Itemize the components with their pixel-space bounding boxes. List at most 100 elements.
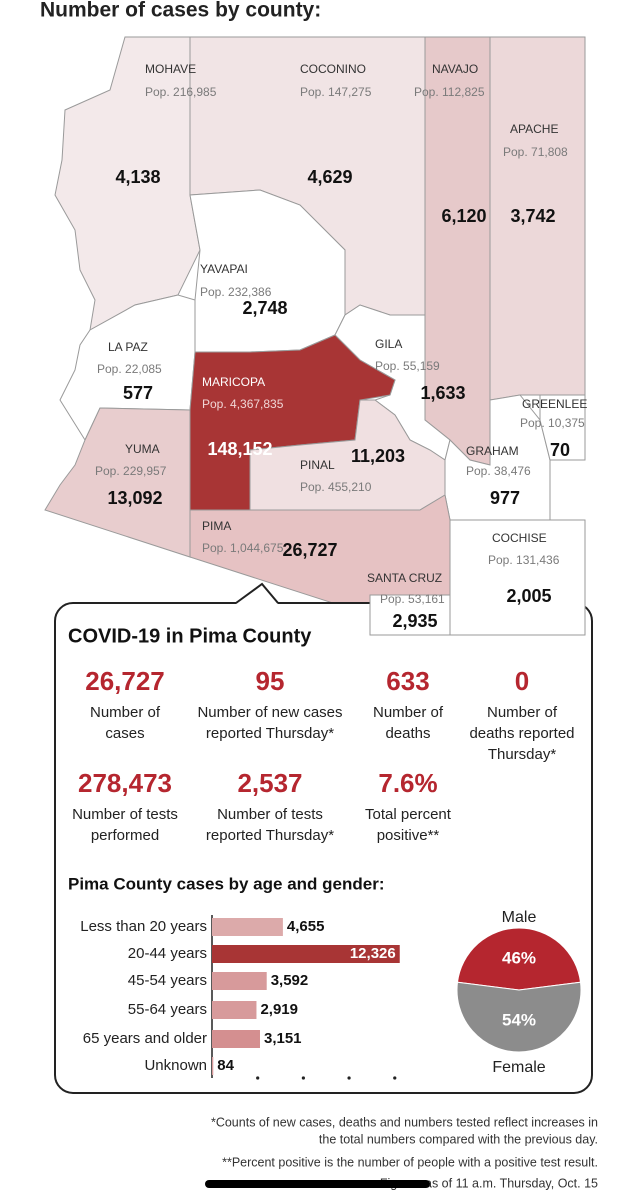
county-cases: 4,138 <box>115 167 160 187</box>
county-population: Pop. 112,825 <box>414 85 485 99</box>
callout-edge <box>235 582 279 604</box>
footnote: the total numbers compared with the prev… <box>319 1132 598 1146</box>
value-label: 3,151 <box>264 1030 302 1047</box>
stat-value: 278,473 <box>78 768 172 798</box>
value-label: 3,592 <box>271 972 309 989</box>
county-cases: 26,727 <box>282 540 337 560</box>
x-tick-dot <box>393 1076 397 1080</box>
stat-label: Thursday* <box>488 746 557 763</box>
bar <box>212 918 283 936</box>
county-name: MOHAVE <box>145 62 196 76</box>
category-label: 65 years and older <box>83 1030 207 1047</box>
stat-label: Number of <box>487 704 558 721</box>
county-population: Pop. 229,957 <box>95 464 167 478</box>
county-name: COCONINO <box>300 62 366 76</box>
stats-title: COVID-19 in Pima County <box>68 625 312 647</box>
map-south <box>369 519 586 636</box>
legend-label: Female <box>492 1059 545 1076</box>
county-name: LA PAZ <box>108 340 148 354</box>
value-label: 2,919 <box>260 1001 298 1018</box>
county-name: GRAHAM <box>466 444 519 458</box>
county-cases: 577 <box>123 383 153 403</box>
county-population: Pop. 4,367,835 <box>202 397 284 411</box>
footnote: **Percent positive is the number of peop… <box>222 1155 598 1169</box>
value-label: 12,326 <box>350 945 396 962</box>
home-indicator <box>205 1180 430 1188</box>
x-tick-dot <box>347 1076 351 1080</box>
county-name: NAVAJO <box>432 62 478 76</box>
county-population: Pop. 38,476 <box>466 464 531 478</box>
county-cases: 2,935 <box>392 611 437 631</box>
county-cases: 6,120 <box>441 206 486 226</box>
county-cases: 4,629 <box>307 167 352 187</box>
bar <box>212 1030 260 1048</box>
legend-label: Male <box>502 909 537 926</box>
stat-label: Number of tests <box>72 806 178 823</box>
footnote: Figures as of 11 a.m. Thursday, Oct. 15 <box>380 1176 598 1190</box>
category-label: 45-54 years <box>128 972 207 989</box>
county-population: Pop. 71,808 <box>503 145 568 159</box>
box-frame <box>54 602 593 1094</box>
stat-value: 26,727 <box>85 666 165 696</box>
bar <box>212 1001 257 1019</box>
chart-title: Pima County cases by age and gender: <box>68 874 384 893</box>
county-name: YAVAPAI <box>200 262 248 276</box>
bar <box>212 945 400 963</box>
stat-value: 95 <box>256 666 285 696</box>
x-tick-dot <box>256 1076 260 1080</box>
category-label: 20-44 years <box>128 945 207 962</box>
county-name: SANTA CRUZ <box>367 571 442 585</box>
stats-box <box>54 582 593 1094</box>
county-cases: 2,748 <box>242 298 287 318</box>
stat-label: reported Thursday* <box>206 827 334 844</box>
county-cases: 70 <box>550 440 570 460</box>
county-population: Pop. 232,386 <box>200 285 272 299</box>
callout-fill <box>236 584 278 604</box>
county-cases: 2,005 <box>506 586 551 606</box>
county-population: Pop. 55,159 <box>375 359 440 373</box>
county-population: Pop. 1,044,675 <box>202 541 284 555</box>
county-cases: 13,092 <box>107 488 162 508</box>
pie-slice <box>456 927 582 991</box>
category-label: 55-64 years <box>128 1001 207 1018</box>
stat-label: Number of <box>90 704 161 721</box>
map <box>44 36 586 616</box>
stat-label: deaths <box>385 725 430 742</box>
county-name: MARICOPA <box>202 375 265 389</box>
county-name: PINAL <box>300 458 335 472</box>
slice-label: 54% <box>502 1010 536 1029</box>
category-label: Less than 20 years <box>80 918 207 935</box>
county-population: Pop. 131,436 <box>488 553 560 567</box>
stat-label: Number of new cases <box>197 704 342 721</box>
stat-label: reported Thursday* <box>206 725 334 742</box>
stat-label: cases <box>105 725 144 742</box>
stat-value: 0 <box>515 666 529 696</box>
stat-label: Number of tests <box>217 806 323 823</box>
category-label: Unknown <box>144 1057 207 1074</box>
stat-label: Number of <box>373 704 444 721</box>
stat-label: positive** <box>377 827 440 844</box>
county-name: GREENLEE <box>522 397 587 411</box>
stat-label: Total percent <box>365 806 452 823</box>
stat-value: 2,537 <box>237 768 302 798</box>
county-cases: 977 <box>490 488 520 508</box>
pie-slice <box>456 981 582 1053</box>
county-cases: 11,203 <box>351 446 405 466</box>
stat-label: deaths reported <box>469 725 574 742</box>
county-cases: 1,633 <box>420 383 465 403</box>
county-shape <box>369 594 451 636</box>
stat-value: 633 <box>386 666 429 696</box>
county-cases: 3,742 <box>510 206 555 226</box>
county-name: PIMA <box>202 519 231 533</box>
county-population: Pop. 216,985 <box>145 85 217 99</box>
county-population: Pop. 455,210 <box>300 480 372 494</box>
page-title: Number of cases by county: <box>40 0 321 22</box>
county-population: Pop. 53,161 <box>380 592 445 606</box>
slice-label: 46% <box>502 948 536 967</box>
county-name: APACHE <box>510 122 558 136</box>
county-name: YUMA <box>125 442 160 456</box>
county-name: GILA <box>375 337 402 351</box>
value-label: 84 <box>217 1057 234 1074</box>
county-shape <box>539 394 586 461</box>
